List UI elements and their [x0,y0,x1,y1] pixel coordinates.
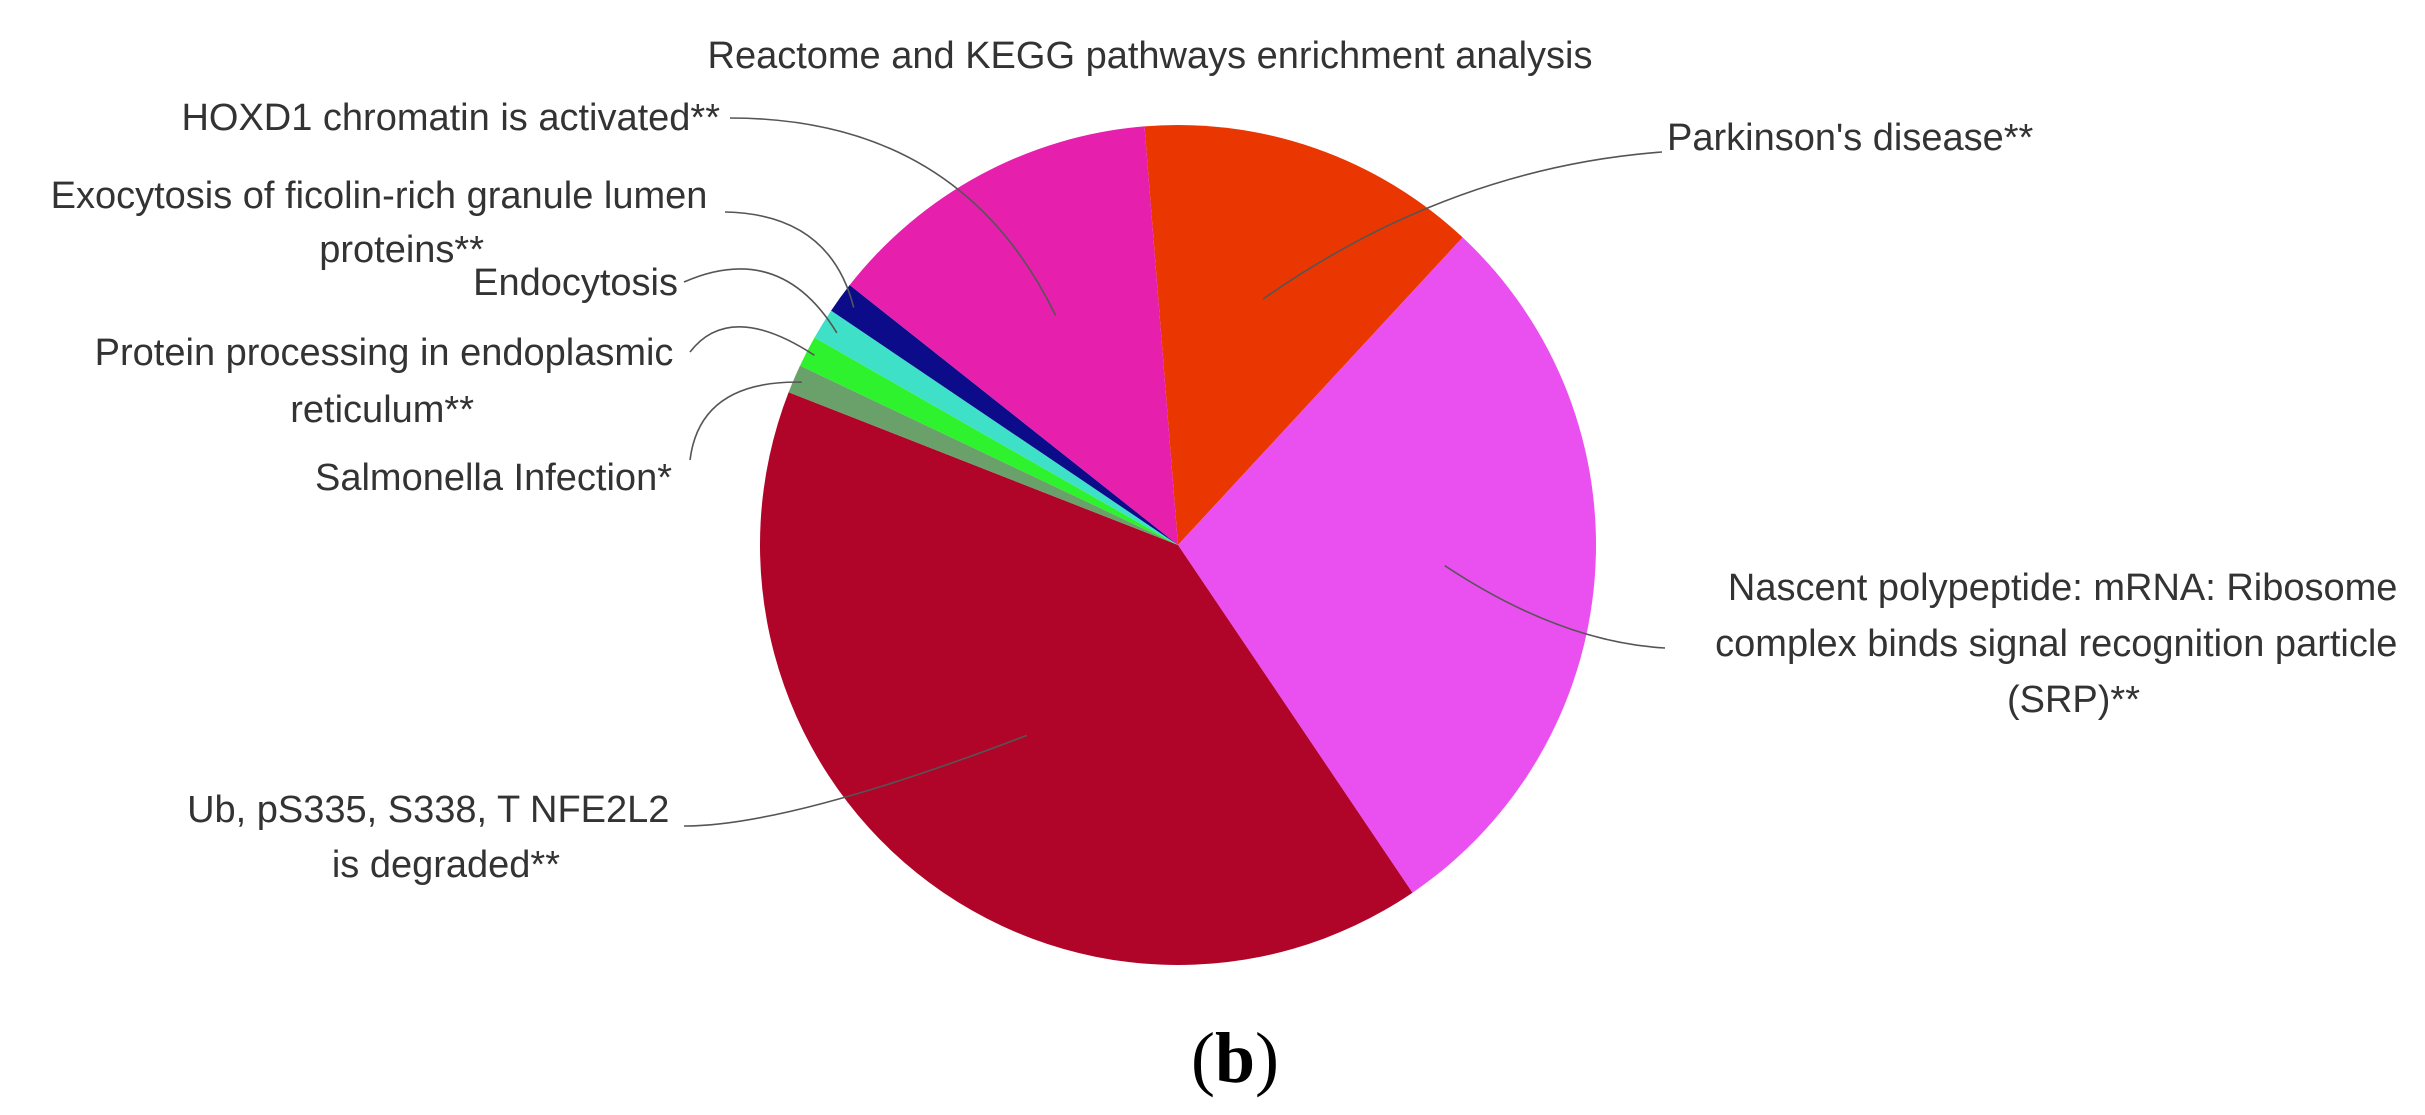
leader-line-6 [724,211,855,308]
label-parkinsons: Parkinson's disease** [1667,117,2034,159]
leader-line-0 [1262,151,1663,300]
leader-line-4 [689,326,815,356]
leader-line-2 [683,734,1028,827]
label-ub-ps335: Ub, pS335, S338, T NFE2L2 is degraded** [187,789,680,886]
label-salmonella: Salmonella Infection* [315,457,672,499]
chart-title: Reactome and KEGG pathways enrichment an… [708,35,1593,77]
leader-line-5 [683,268,838,334]
label-endocytosis: Endocytosis [473,262,678,304]
pie-slice-2 [759,392,1413,965]
label-hoxd1: HOXD1 chromatin is activated** [181,97,720,139]
label-protein-processing: Protein processing in endoplasmic reticu… [95,332,684,431]
leader-line-3 [689,381,802,461]
pie-slice-5 [814,310,1178,545]
label-nascent-polypeptide: Nascent polypeptide: mRNA: Ribosome comp… [1715,567,2408,721]
leader-line-1 [1444,564,1666,649]
pie-slices [759,125,1596,965]
pie-slice-1 [1178,237,1596,893]
label-exocytosis: Exocytosis of ficolin-rich granule lumen… [51,175,718,271]
leader-lines [683,117,1666,827]
pie-slice-4 [800,337,1178,545]
panel-label: (b) [1191,1018,1279,1098]
pie-slice-0 [1144,125,1463,546]
pie-slice-6 [831,285,1178,545]
pie-slice-7 [849,126,1178,545]
pie-slice-3 [788,365,1178,545]
leader-line-7 [729,117,1057,316]
